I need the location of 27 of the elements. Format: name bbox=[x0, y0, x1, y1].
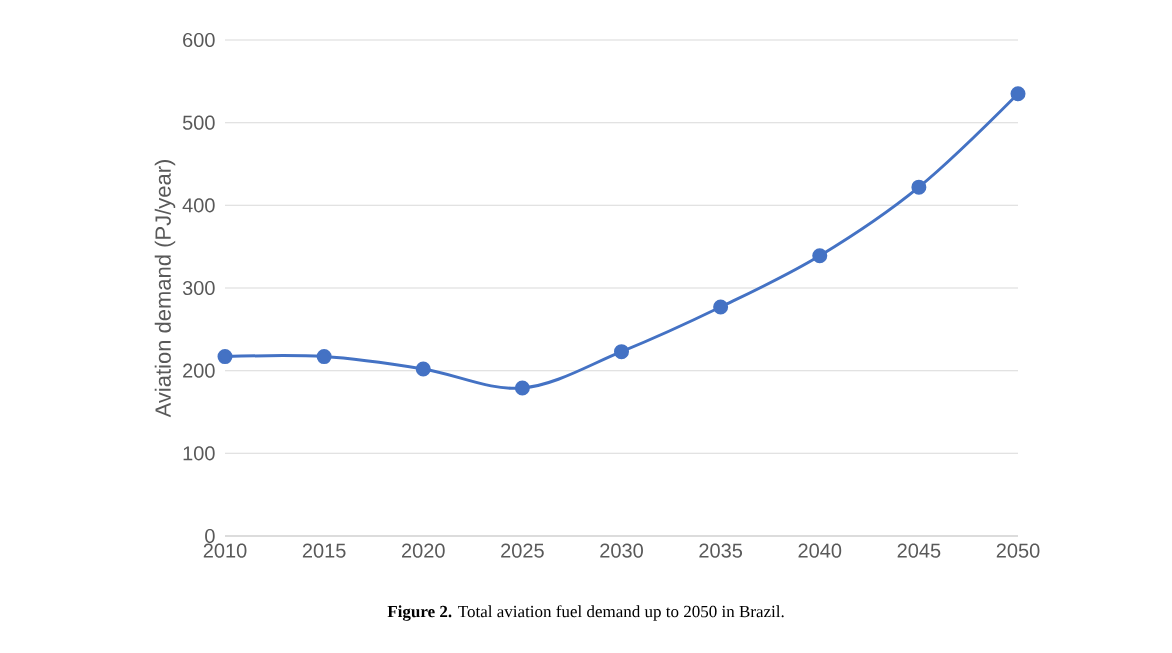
x-tick-label: 2045 bbox=[897, 543, 941, 558]
x-tick-label: 2020 bbox=[402, 543, 445, 558]
y-tick-label: 300 bbox=[182, 280, 215, 296]
x-tick-label: 2010 bbox=[203, 543, 247, 558]
point bbox=[812, 248, 828, 264]
y-axis-title: Aviation demand (PJ/year) bbox=[154, 160, 176, 418]
x-tick-label: 2050 bbox=[996, 543, 1040, 558]
y-tick-label: 100 bbox=[183, 446, 215, 461]
point bbox=[713, 299, 729, 315]
point bbox=[911, 179, 927, 195]
y-tick-label: 500 bbox=[182, 115, 215, 130]
text: Figure 2. Total aviation fuel demand up to 2050 in Brazil. bbox=[387, 605, 784, 621]
point bbox=[415, 361, 431, 377]
point bbox=[514, 380, 530, 396]
point bbox=[217, 349, 233, 365]
point bbox=[1010, 86, 1026, 102]
y-tick-label: 400 bbox=[182, 198, 215, 213]
x-tick-label: 2015 bbox=[302, 543, 346, 558]
y-tick-label: 200 bbox=[183, 363, 215, 378]
x-tick-label: 2030 bbox=[600, 543, 643, 558]
point bbox=[316, 349, 332, 365]
x-tick-label: 2025 bbox=[501, 543, 544, 558]
x-tick-label: 2040 bbox=[798, 543, 842, 558]
y-tick-label: 0 bbox=[205, 528, 215, 544]
point bbox=[614, 344, 630, 360]
y-tick-label: 600 bbox=[183, 32, 215, 48]
x-tick-label: 2035 bbox=[699, 543, 743, 558]
